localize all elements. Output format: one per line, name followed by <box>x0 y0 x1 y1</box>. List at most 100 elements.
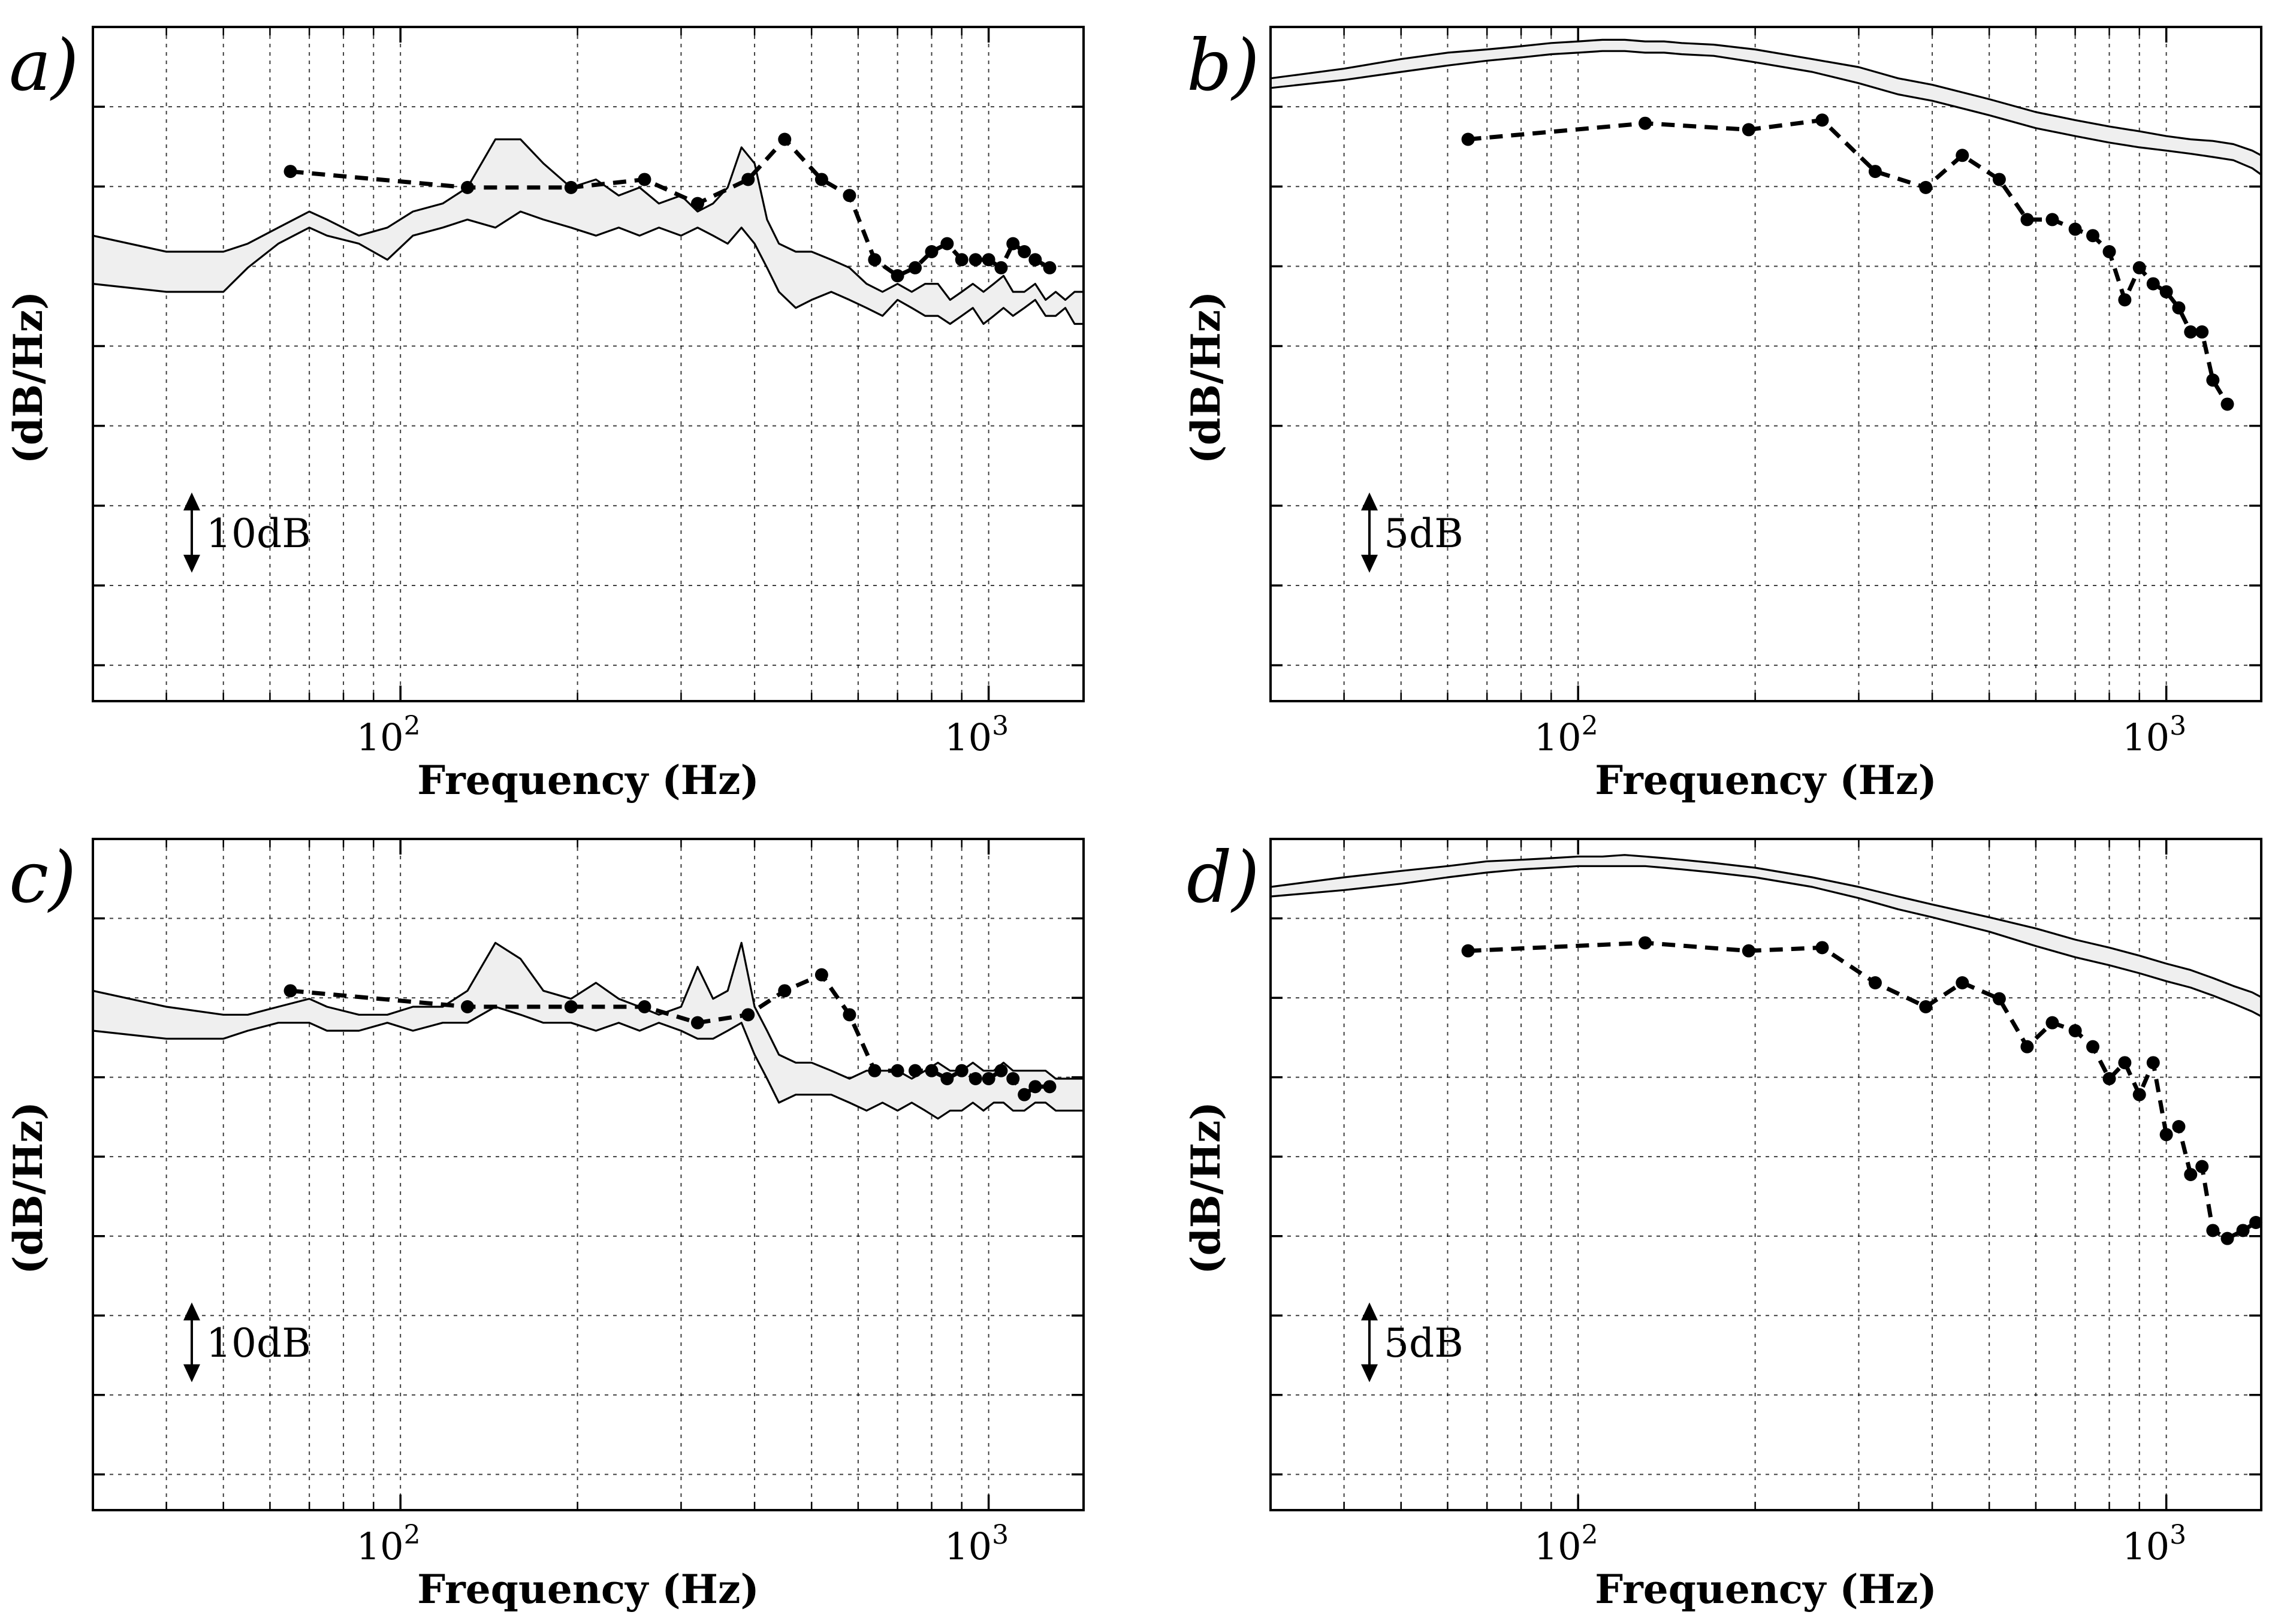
data-point <box>2184 1168 2198 1181</box>
scale-bar-label: 10dB <box>206 511 311 557</box>
confidence-band <box>93 139 1084 324</box>
data-point <box>1018 1088 1031 1101</box>
data-point <box>1742 123 1755 137</box>
data-point <box>868 253 882 267</box>
data-point <box>891 269 904 283</box>
data-point <box>982 1072 995 1085</box>
data-point <box>982 253 995 267</box>
x-axis-label: Frequency (Hz) <box>417 1566 759 1613</box>
data-point <box>909 261 922 274</box>
data-point <box>925 245 939 258</box>
panel-d: 102 103 Frequency (Hz) (dB/Hz) d) 5dB <box>1182 836 2263 1613</box>
panel-b: 102 103 Frequency (Hz) (dB/Hz) b) 5dB <box>1182 24 2262 804</box>
data-point <box>741 173 755 186</box>
data-point <box>461 1000 475 1013</box>
data-point <box>925 1064 939 1077</box>
axes-frame <box>1269 838 2262 1511</box>
data-point <box>741 1008 755 1022</box>
x-axis-label: Frequency (Hz) <box>1595 757 1936 804</box>
panel-c: 102 103 Frequency (Hz) (dB/Hz) c) 10dB <box>5 836 1085 1613</box>
data-point <box>2249 1216 2263 1229</box>
data-point <box>690 1016 704 1030</box>
data-point <box>461 180 475 194</box>
x-tick-label: 102 <box>357 711 421 759</box>
scale-bar-arrow-down <box>1361 1364 1378 1382</box>
data-point <box>1639 116 1652 130</box>
data-point <box>2118 1056 2132 1070</box>
panel-letter: a) <box>9 24 79 107</box>
data-point <box>690 197 704 210</box>
data-point <box>1919 1000 1933 1013</box>
data-point <box>283 984 297 998</box>
data-point <box>2020 213 2034 227</box>
data-point <box>2206 1224 2220 1237</box>
data-point <box>2068 222 2082 236</box>
data-point <box>1028 1080 1042 1094</box>
data-point <box>1868 976 1882 989</box>
data-point <box>2068 1024 2082 1037</box>
data-point <box>1018 245 1031 258</box>
data-point <box>2132 1088 2146 1101</box>
data-point <box>2086 1040 2100 1054</box>
data-point <box>2045 213 2059 227</box>
panel-letter: b) <box>1187 24 1260 107</box>
data-point <box>2086 229 2100 243</box>
data-point <box>968 253 982 267</box>
data-point <box>2132 261 2146 274</box>
data-point <box>1028 253 1042 267</box>
dashed-series-line <box>1468 117 2229 406</box>
data-point <box>1956 149 1969 162</box>
data-point <box>2102 1072 2116 1085</box>
data-point <box>2195 325 2209 339</box>
data-point <box>1461 132 1475 146</box>
data-point <box>1956 976 1969 989</box>
data-point <box>2146 277 2160 291</box>
x-tick-label: 103 <box>2122 711 2186 759</box>
data-point <box>564 1000 578 1013</box>
x-axis-label: Frequency (Hz) <box>1595 1566 1936 1613</box>
data-point <box>2220 1231 2234 1245</box>
data-point <box>2045 1016 2059 1030</box>
scale-bar-arrow-down <box>183 1364 200 1382</box>
data-point <box>2102 245 2116 258</box>
axes-frame <box>92 26 1085 702</box>
data-point <box>638 1000 651 1013</box>
lower-bound-line <box>1271 865 2261 1018</box>
data-point <box>1742 944 1755 958</box>
scale-bar-arrow-up <box>1361 1302 1378 1321</box>
dashed-series-line <box>290 137 1051 278</box>
x-tick-label: 102 <box>1534 711 1598 759</box>
y-axis-label: (dB/Hz) <box>5 291 52 464</box>
confidence-band <box>93 943 1084 1119</box>
data-point <box>2172 1120 2186 1133</box>
x-tick-label: 103 <box>945 711 1009 759</box>
data-point <box>638 173 651 186</box>
data-point <box>1639 936 1652 950</box>
lower-bound-line <box>93 210 1084 325</box>
data-point <box>940 237 954 250</box>
data-point <box>940 1072 954 1085</box>
data-point <box>994 1064 1008 1077</box>
data-point <box>2220 397 2234 411</box>
data-point <box>994 261 1008 274</box>
axes-frame <box>92 838 1085 1511</box>
data-point <box>1815 941 1829 955</box>
data-point <box>843 1008 856 1022</box>
data-point <box>1043 261 1057 274</box>
panel-a: 102 103 Frequency (Hz) (dB/Hz) a) 10dB <box>5 24 1085 804</box>
data-point <box>1006 237 1020 250</box>
data-point <box>2195 1160 2209 1173</box>
x-axis-label: Frequency (Hz) <box>417 757 759 804</box>
data-point <box>2159 285 2173 298</box>
y-axis-label: (dB/Hz) <box>1182 291 1229 464</box>
data-point <box>968 1072 982 1085</box>
data-point <box>955 253 968 267</box>
scale-bar-arrow-up <box>183 492 200 511</box>
data-point <box>564 180 578 194</box>
data-point <box>2159 1128 2173 1142</box>
data-point <box>843 189 856 203</box>
scale-bar-label: 5dB <box>1384 1320 1464 1366</box>
x-tick-label: 102 <box>1534 1520 1598 1568</box>
data-point <box>814 968 828 982</box>
